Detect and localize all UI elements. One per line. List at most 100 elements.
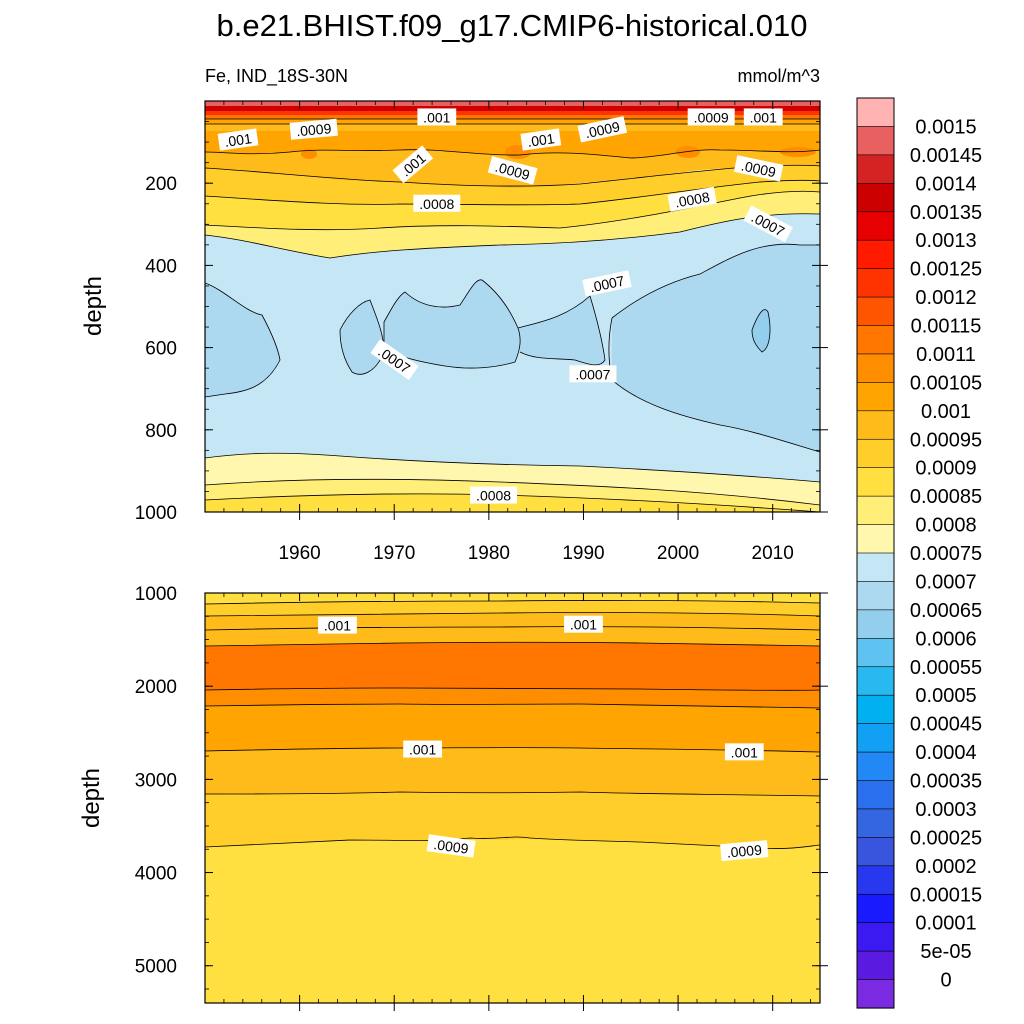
colorbar-label: 0.0013 (915, 230, 976, 252)
contour-label-text: .001 (423, 109, 450, 125)
lower-contour-fill (205, 593, 820, 1003)
contour-label: .001 (217, 128, 259, 151)
colorbar-label: 0.0004 (915, 742, 976, 764)
contour-line (751, 309, 771, 353)
colorbar-label: 0.00135 (910, 202, 982, 224)
colorbar-box (856, 581, 895, 611)
colorbar-box (856, 893, 895, 924)
contour-line (205, 190, 820, 231)
colorbar-label: 0.0006 (915, 628, 976, 650)
contour-label-box (743, 205, 793, 243)
contour-line (205, 282, 281, 398)
colorbar-label: 0.0015 (915, 116, 976, 138)
contour-label: .0007 (582, 270, 632, 297)
contour-line (205, 747, 820, 753)
contour-label: .0009 (289, 118, 338, 140)
contour-label-text: .001 (526, 130, 555, 150)
colorbar-label: 0.0014 (915, 173, 976, 195)
contour-line (383, 279, 521, 369)
colorbar-box (856, 950, 895, 981)
fill-band (205, 101, 820, 106)
colorbar-label: 0.00095 (910, 429, 982, 451)
colorbar-box (856, 239, 895, 270)
colorbar-box (856, 211, 895, 241)
colorbar-frame (856, 97, 895, 1009)
x-tick-label: 2010 (752, 543, 794, 564)
contour-label-box (426, 834, 476, 858)
contour-label-text: .0007 (588, 272, 626, 295)
y-tick-label: 4000 (135, 864, 177, 885)
colorbar-label: 0.00045 (910, 714, 982, 736)
contour-label-box (720, 840, 769, 862)
contour-line (205, 626, 820, 631)
contour-label: .0009 (577, 116, 628, 143)
contour-label: .001 (417, 108, 457, 126)
colorbar-box (856, 268, 895, 298)
contour-label-box (487, 156, 538, 185)
contour-label-text: .0007 (575, 366, 610, 382)
contour-label-text: .001 (570, 617, 597, 633)
fill-band (780, 147, 816, 157)
contour-label: .0009 (720, 840, 769, 862)
contour-label-text: .0009 (433, 836, 470, 857)
upper-y-axis-label: depth (80, 276, 107, 336)
y-tick-label: 5000 (135, 957, 177, 978)
colorbar-box (856, 524, 895, 554)
fill-band (205, 125, 820, 158)
contour-label-box (667, 186, 717, 212)
contour-label-text: .001 (224, 130, 253, 150)
contour-label-box (564, 615, 603, 633)
contour-label: .0008 (470, 486, 518, 504)
contour-label-box (569, 365, 617, 383)
colorbar-label: 0.0005 (915, 685, 976, 707)
contour-label-box (392, 145, 434, 184)
contour-line (205, 179, 820, 206)
colorbar-box (856, 296, 895, 327)
y-tick-label: 3000 (135, 770, 177, 791)
x-tick-label: 1960 (278, 543, 320, 564)
colorbar-label: 0.00025 (910, 827, 982, 849)
colorbar-box (856, 552, 895, 583)
contour-label-text: .001 (409, 742, 436, 758)
fill-band (301, 149, 317, 159)
colorbar-box (856, 495, 895, 526)
colorbar-box (856, 723, 895, 753)
contour-label-box (217, 128, 259, 151)
contour-label-box (582, 270, 632, 297)
lower-panel: .001 .001 .001 .001 .0009 .0009 1000 2000 3000 4… (78, 584, 828, 1011)
contour-line (205, 452, 820, 483)
colorbar-label: 0.0003 (915, 799, 976, 821)
colorbar-label: 0.00125 (910, 259, 982, 281)
fill-band (612, 244, 820, 452)
contour-label: .001 (743, 108, 783, 126)
x-tick-label: 2000 (657, 543, 699, 564)
colorbar-label: 0.0001 (915, 913, 976, 935)
colorbar-label: 0.0009 (915, 458, 976, 480)
colorbar-label: 5e-05 (920, 941, 971, 963)
contour-label: .0008 (413, 194, 461, 212)
contour-label-box (724, 743, 764, 761)
colorbar-box (856, 183, 895, 213)
colorbar-box (856, 467, 895, 497)
contour-label-box (417, 108, 457, 126)
y-tick-label: 1000 (135, 503, 177, 524)
x-tick-label: 1990 (562, 543, 604, 564)
contour-label-box (318, 616, 357, 634)
contour-line (205, 213, 820, 259)
colorbar-box (856, 126, 895, 156)
colorbar-label: 0.00085 (910, 486, 982, 508)
x-tick-label: 1970 (373, 543, 415, 564)
lower-contour-lines (205, 600, 820, 849)
contour-label: .0009 (687, 108, 735, 126)
contour-label-text: .001 (324, 618, 351, 634)
colorbar-box (856, 438, 895, 469)
contour-line (205, 703, 820, 709)
fill-band (205, 165, 820, 205)
contour-label-text: .0008 (674, 189, 711, 211)
colorbar-label: 0.00105 (910, 372, 982, 394)
contour-label: .001 (564, 615, 603, 633)
contour-label-text: .0008 (476, 488, 511, 504)
contour-label: .0008 (667, 186, 717, 212)
upper-contour-labels: .001.0009.001.001.001.0009.0009.001.0009… (217, 108, 793, 504)
contour-label-text: .001 (731, 744, 758, 760)
